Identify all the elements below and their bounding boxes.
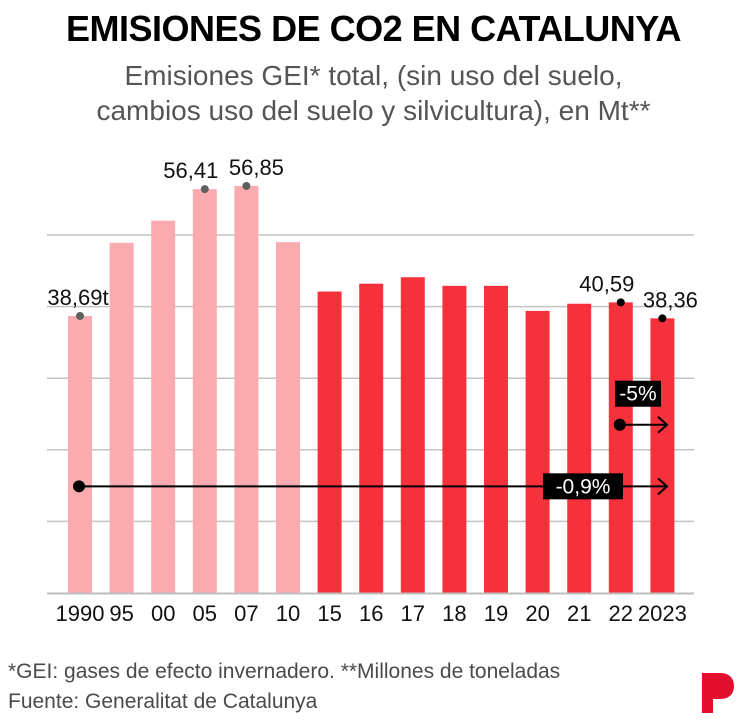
x-tick-label: 2023 <box>638 601 687 626</box>
data-label: 38,36 <box>643 287 698 312</box>
chart-title: EMISIONES DE CO2 EN CATALUNYA <box>66 8 681 49</box>
data-point-marker <box>76 311 84 320</box>
bar-16 <box>359 283 384 593</box>
data-labels: 38,69t 56,41 56,85 40,59 38,36 <box>47 155 698 323</box>
x-tick-label: 95 <box>109 601 133 626</box>
bar-15 <box>317 291 342 593</box>
data-point-marker <box>616 298 625 307</box>
bar-18 <box>442 285 467 593</box>
x-tick-label: 15 <box>317 601 341 626</box>
arrow-start-marker <box>613 418 626 431</box>
x-tick-label: 19 <box>484 601 508 626</box>
bar-19 <box>484 285 508 593</box>
bar-95 <box>109 242 134 593</box>
x-axis: 1990 95 00 05 07 10 15 16 17 18 19 20 21 22 2023 <box>47 592 694 626</box>
chart-subtitle: Emisiones GEI* total, (sin uso del suelo… <box>0 58 747 128</box>
footnote: *GEI: gases de efecto invernadero. **Mil… <box>8 657 560 717</box>
bar-20 <box>525 310 550 593</box>
data-point-marker <box>242 181 251 190</box>
arrow-start-marker <box>73 480 85 493</box>
bar-07 <box>234 185 259 594</box>
bar-21 <box>567 303 592 593</box>
arrow-head-icon <box>657 415 669 434</box>
arrow-head-icon <box>657 477 669 496</box>
x-tick-label: 18 <box>442 601 466 626</box>
x-tick-label: 17 <box>401 601 425 626</box>
x-tick-label: 1990 <box>56 601 105 626</box>
x-tick-label: 05 <box>193 601 217 626</box>
subtitle-line-2: cambios uso del suelo y silvicultura), e… <box>96 95 651 126</box>
data-label: 38,69t <box>47 285 108 310</box>
change-label-box <box>543 473 623 500</box>
data-label: 56,41 <box>163 158 218 183</box>
change-label: -5% <box>619 383 656 406</box>
bars <box>68 185 675 594</box>
data-label: 40,59 <box>579 271 634 296</box>
change-label-box <box>615 380 661 407</box>
x-tick-label: 10 <box>276 601 300 626</box>
footnote-definitions: *GEI: gases de efecto invernadero. **Mil… <box>8 660 561 683</box>
publisher-logo-icon <box>702 673 734 713</box>
x-tick-label: 16 <box>359 601 383 626</box>
x-tick-label: 07 <box>234 601 258 626</box>
data-point-marker <box>658 314 667 323</box>
change-label: -0,9% <box>556 475 611 498</box>
annotations: -5% -0,9% <box>73 380 669 500</box>
footnote-source: Fuente: Generalitat de Catalunya <box>8 690 318 713</box>
data-label: 56,85 <box>229 155 284 180</box>
data-point-marker <box>200 185 209 194</box>
x-tick-label: 20 <box>525 601 549 626</box>
bar-17 <box>400 277 425 593</box>
bar-10 <box>276 242 300 593</box>
x-tick-label: 00 <box>151 601 175 626</box>
x-tick-label: 22 <box>609 601 633 626</box>
bar-22 <box>608 302 633 593</box>
x-tick-label: 21 <box>567 601 591 626</box>
bar-chart: 1990 95 00 05 07 10 15 16 17 18 19 20 21 22 2023 38,69… <box>47 155 698 626</box>
subtitle-line-1: Emisiones GEI* total, (sin uso del suelo… <box>124 60 623 91</box>
bar-00 <box>151 220 176 593</box>
bar-2023 <box>650 318 675 593</box>
bar-1990 <box>68 315 92 593</box>
bar-05 <box>192 189 217 593</box>
